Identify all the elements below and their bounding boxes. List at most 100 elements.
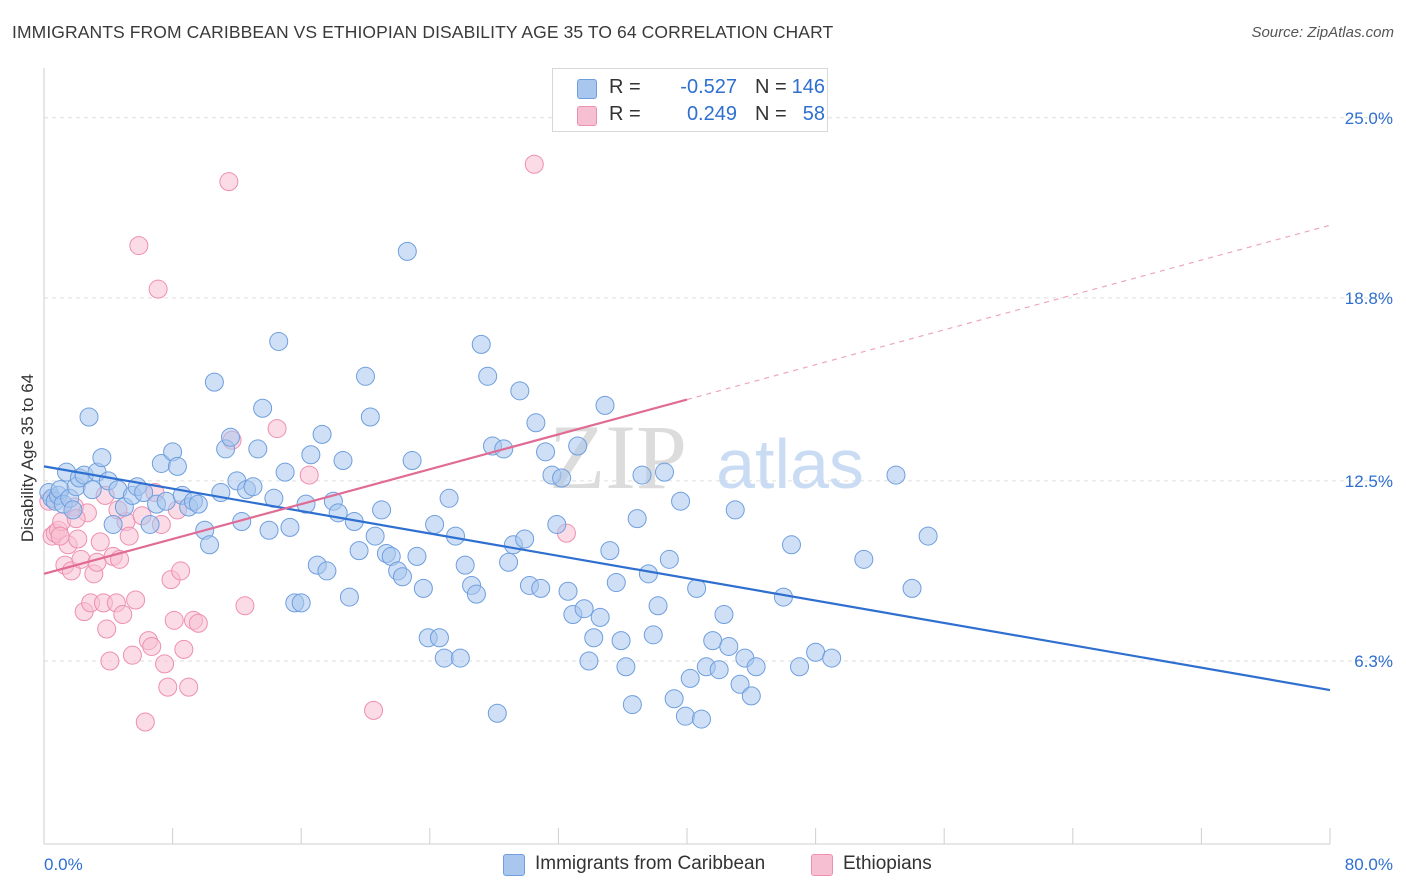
- point-caribbean: [510, 381, 530, 401]
- point-caribbean: [439, 488, 459, 508]
- point-caribbean: [703, 631, 723, 651]
- point-caribbean: [822, 648, 842, 668]
- point-caribbean: [372, 500, 392, 520]
- point-caribbean: [291, 593, 311, 613]
- point-ethiopians: [126, 590, 146, 610]
- point-caribbean: [547, 514, 567, 534]
- point-ethiopians: [155, 654, 175, 674]
- point-caribbean: [515, 529, 535, 549]
- point-caribbean: [616, 657, 636, 677]
- point-caribbean: [536, 442, 556, 462]
- point-ethiopians: [97, 619, 117, 639]
- point-caribbean: [365, 526, 385, 546]
- x-tick-label: 0.0%: [44, 855, 83, 874]
- y-tick-label: 12.5%: [1345, 472, 1393, 491]
- legend-r-value: -0.527: [680, 76, 737, 98]
- point-caribbean: [675, 706, 695, 726]
- source-label: Source: ZipAtlas.com: [1251, 24, 1394, 41]
- point-caribbean: [918, 526, 938, 546]
- point-caribbean: [466, 584, 486, 604]
- point-caribbean: [781, 535, 801, 555]
- grid-lines: [44, 117, 1394, 662]
- point-caribbean: [248, 439, 268, 459]
- point-caribbean: [730, 674, 750, 694]
- point-caribbean: [691, 709, 711, 729]
- bottom-legend-label-caribbean: Immigrants from Caribbean: [535, 853, 766, 874]
- point-ethiopians: [122, 645, 142, 665]
- point-caribbean: [568, 436, 588, 456]
- legend-n-label: N =: [755, 103, 787, 125]
- point-caribbean: [455, 555, 475, 575]
- point-caribbean: [243, 477, 263, 497]
- point-caribbean: [680, 668, 700, 688]
- point-ethiopians: [267, 419, 287, 439]
- point-caribbean: [632, 465, 652, 485]
- point-caribbean: [301, 445, 321, 465]
- axes: [43, 68, 1331, 845]
- point-caribbean: [429, 628, 449, 648]
- point-caribbean: [167, 456, 187, 476]
- point-caribbean: [471, 334, 491, 354]
- point-caribbean: [156, 491, 176, 511]
- point-caribbean: [478, 366, 498, 386]
- bottom-legend-swatch-caribbean: [503, 854, 525, 876]
- point-ethiopians: [171, 561, 191, 581]
- point-caribbean: [579, 651, 599, 671]
- point-ethiopians: [235, 596, 255, 616]
- point-caribbean: [487, 703, 507, 723]
- point-ethiopians: [68, 529, 88, 549]
- point-caribbean: [648, 596, 668, 616]
- bottom-legend-label-ethiopians: Ethiopians: [843, 853, 932, 874]
- point-caribbean: [434, 648, 454, 668]
- point-caribbean: [360, 407, 380, 427]
- point-caribbean: [356, 366, 375, 386]
- trend-line-ethiopians: [43, 398, 688, 575]
- point-caribbean: [854, 549, 874, 569]
- legend-swatch-caribbean: [577, 79, 597, 99]
- y-tick-label: 6.3%: [1354, 652, 1393, 671]
- point-caribbean: [392, 567, 412, 587]
- point-caribbean: [413, 578, 433, 598]
- point-ethiopians: [113, 605, 133, 625]
- point-ethiopians: [129, 236, 149, 256]
- point-caribbean: [638, 564, 658, 584]
- point-caribbean: [741, 686, 761, 706]
- point-caribbean: [671, 491, 691, 511]
- point-caribbean: [574, 599, 594, 619]
- point-caribbean: [719, 636, 739, 656]
- point-caribbean: [746, 657, 766, 677]
- tick-labels: 6.3% 12.5% 18.8% 25.0% 0.0% 80.0%: [44, 109, 1393, 874]
- point-caribbean: [407, 546, 427, 566]
- point-ethiopians: [364, 700, 384, 720]
- point-caribbean: [317, 561, 337, 581]
- chart-title: IMMIGRANTS FROM CARIBBEAN VS ETHIOPIAN D…: [12, 22, 834, 42]
- point-ethiopians: [524, 154, 544, 174]
- series-caribbean: [39, 241, 938, 729]
- point-caribbean: [709, 660, 729, 680]
- point-caribbean: [664, 689, 684, 709]
- point-caribbean: [526, 413, 546, 433]
- point-ethiopians: [100, 651, 120, 671]
- watermark-atlas: atlas: [716, 425, 864, 503]
- y-axis-label: Disability Age 35 to 64: [18, 374, 37, 542]
- point-caribbean: [643, 625, 663, 645]
- trend-line-ethiopians-extension: [686, 224, 1331, 401]
- point-caribbean: [92, 448, 112, 468]
- point-caribbean: [200, 535, 220, 555]
- point-caribbean: [552, 468, 572, 488]
- point-caribbean: [902, 578, 922, 598]
- point-caribbean: [606, 573, 626, 593]
- legend-n-label: N =: [755, 76, 787, 98]
- trend-line-caribbean: [43, 465, 1331, 692]
- point-caribbean: [627, 509, 647, 529]
- point-caribbean: [339, 587, 359, 607]
- watermark-zip: ZIP: [549, 406, 687, 508]
- point-caribbean: [499, 552, 519, 572]
- point-caribbean: [259, 520, 279, 540]
- point-caribbean: [622, 695, 642, 715]
- point-caribbean: [63, 500, 83, 520]
- point-caribbean: [725, 500, 745, 520]
- legend-n-value: 58: [802, 103, 825, 125]
- point-caribbean: [312, 424, 332, 444]
